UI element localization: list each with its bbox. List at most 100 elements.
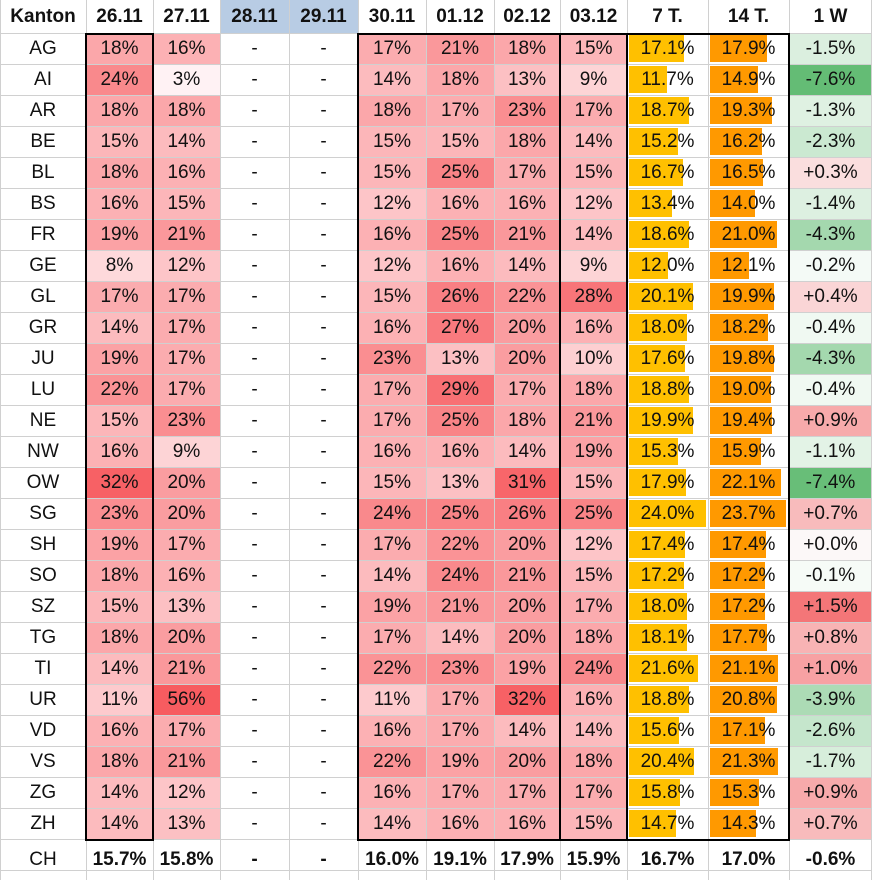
day-cell[interactable]: 19% bbox=[86, 343, 153, 374]
day-cell[interactable]: 26% bbox=[494, 498, 560, 529]
day-cell[interactable]: 14% bbox=[358, 560, 426, 591]
change-cell[interactable]: +0.9% bbox=[789, 777, 872, 808]
day-cell[interactable]: - bbox=[220, 467, 289, 498]
bar-cell-t7[interactable]: 24.0% bbox=[627, 498, 708, 529]
change-cell[interactable]: +0.4% bbox=[789, 281, 872, 312]
day-cell[interactable]: 12% bbox=[358, 250, 426, 281]
day-cell[interactable]: 15% bbox=[560, 467, 627, 498]
day-cell[interactable]: 24% bbox=[358, 498, 426, 529]
day-cell[interactable]: 16% bbox=[86, 436, 153, 467]
bar-cell-t7[interactable]: 18.6% bbox=[627, 219, 708, 250]
day-cell[interactable]: 26% bbox=[426, 281, 494, 312]
day-cell[interactable]: - bbox=[289, 498, 358, 529]
day-cell[interactable]: 18% bbox=[153, 95, 220, 126]
day-cell[interactable]: 21% bbox=[426, 33, 494, 64]
change-cell[interactable]: +0.3% bbox=[789, 157, 872, 188]
day-cell[interactable]: - bbox=[220, 684, 289, 715]
day-cell[interactable]: 15% bbox=[86, 126, 153, 157]
bar-cell-t14[interactable]: 15.9% bbox=[708, 436, 789, 467]
total-t14[interactable]: 17.0% bbox=[708, 839, 789, 880]
bar-cell-t7[interactable]: 16.7% bbox=[627, 157, 708, 188]
day-cell[interactable]: - bbox=[289, 312, 358, 343]
bar-cell-t7[interactable]: 14.7% bbox=[627, 808, 708, 839]
day-cell[interactable]: 17% bbox=[494, 157, 560, 188]
change-cell[interactable]: -4.3% bbox=[789, 219, 872, 250]
day-cell[interactable]: 18% bbox=[494, 405, 560, 436]
day-cell[interactable]: - bbox=[289, 715, 358, 746]
day-cell[interactable]: - bbox=[220, 715, 289, 746]
day-cell[interactable]: - bbox=[289, 560, 358, 591]
day-cell[interactable]: 15% bbox=[358, 157, 426, 188]
change-cell[interactable]: -1.5% bbox=[789, 33, 872, 64]
day-cell[interactable]: 10% bbox=[560, 343, 627, 374]
day-cell[interactable]: - bbox=[289, 653, 358, 684]
day-cell[interactable]: - bbox=[220, 498, 289, 529]
day-cell[interactable]: - bbox=[289, 374, 358, 405]
day-cell[interactable]: 20% bbox=[494, 312, 560, 343]
day-cell[interactable]: 12% bbox=[153, 777, 220, 808]
day-cell[interactable]: 17% bbox=[358, 405, 426, 436]
day-cell[interactable]: 15% bbox=[358, 467, 426, 498]
day-cell[interactable]: 17% bbox=[494, 777, 560, 808]
bar-cell-t14[interactable]: 21.0% bbox=[708, 219, 789, 250]
day-cell[interactable]: - bbox=[220, 250, 289, 281]
day-cell[interactable]: - bbox=[220, 529, 289, 560]
day-cell[interactable]: 17% bbox=[358, 529, 426, 560]
day-cell[interactable]: 18% bbox=[86, 157, 153, 188]
day-cell[interactable]: 16% bbox=[494, 808, 560, 839]
bar-cell-t14[interactable]: 14.3% bbox=[708, 808, 789, 839]
day-cell[interactable]: - bbox=[289, 126, 358, 157]
bar-cell-t14[interactable]: 17.1% bbox=[708, 715, 789, 746]
day-cell[interactable]: 22% bbox=[358, 746, 426, 777]
day-cell[interactable]: - bbox=[220, 560, 289, 591]
bar-cell-t7[interactable]: 18.8% bbox=[627, 684, 708, 715]
day-cell[interactable]: 16% bbox=[86, 715, 153, 746]
day-cell[interactable]: 12% bbox=[358, 188, 426, 219]
day-cell[interactable]: - bbox=[220, 95, 289, 126]
day-cell[interactable]: - bbox=[289, 622, 358, 653]
day-cell[interactable]: 16% bbox=[153, 560, 220, 591]
day-cell[interactable]: 25% bbox=[426, 498, 494, 529]
day-cell[interactable]: 12% bbox=[560, 188, 627, 219]
day-cell[interactable]: 17% bbox=[494, 374, 560, 405]
day-cell[interactable]: 14% bbox=[86, 808, 153, 839]
day-cell[interactable]: 27% bbox=[426, 312, 494, 343]
day-cell[interactable]: 25% bbox=[426, 157, 494, 188]
bar-cell-t14[interactable]: 23.7% bbox=[708, 498, 789, 529]
day-cell[interactable]: - bbox=[220, 188, 289, 219]
bar-cell-t7[interactable]: 18.0% bbox=[627, 312, 708, 343]
bar-cell-t7[interactable]: 15.6% bbox=[627, 715, 708, 746]
day-cell[interactable]: - bbox=[220, 64, 289, 95]
bar-cell-t14[interactable]: 16.2% bbox=[708, 126, 789, 157]
bar-cell-t7[interactable]: 20.4% bbox=[627, 746, 708, 777]
day-cell[interactable]: 18% bbox=[494, 33, 560, 64]
day-cell[interactable]: 17% bbox=[153, 312, 220, 343]
day-cell[interactable]: 23% bbox=[494, 95, 560, 126]
day-cell[interactable]: 12% bbox=[153, 250, 220, 281]
day-cell[interactable]: 21% bbox=[426, 591, 494, 622]
day-cell[interactable]: 14% bbox=[494, 715, 560, 746]
day-cell[interactable]: 22% bbox=[86, 374, 153, 405]
change-cell[interactable]: -7.4% bbox=[789, 467, 872, 498]
day-cell[interactable]: - bbox=[220, 126, 289, 157]
day-cell[interactable]: 25% bbox=[426, 405, 494, 436]
day-cell[interactable]: - bbox=[220, 374, 289, 405]
day-cell[interactable]: - bbox=[289, 436, 358, 467]
day-cell[interactable]: 14% bbox=[494, 436, 560, 467]
change-cell[interactable]: -0.1% bbox=[789, 560, 872, 591]
day-cell[interactable]: 14% bbox=[86, 312, 153, 343]
day-cell[interactable]: 17% bbox=[560, 777, 627, 808]
day-cell[interactable]: - bbox=[289, 746, 358, 777]
bar-cell-t14[interactable]: 17.9% bbox=[708, 33, 789, 64]
day-cell[interactable]: - bbox=[289, 157, 358, 188]
change-cell[interactable]: +1.0% bbox=[789, 653, 872, 684]
day-cell[interactable]: 15% bbox=[358, 126, 426, 157]
day-cell[interactable]: 28% bbox=[560, 281, 627, 312]
day-cell[interactable]: - bbox=[289, 281, 358, 312]
day-cell[interactable]: 19% bbox=[426, 746, 494, 777]
day-cell[interactable]: 13% bbox=[426, 343, 494, 374]
day-cell[interactable]: 17% bbox=[153, 529, 220, 560]
day-cell[interactable]: - bbox=[220, 777, 289, 808]
day-cell[interactable]: - bbox=[220, 312, 289, 343]
day-cell[interactable]: 17% bbox=[153, 715, 220, 746]
